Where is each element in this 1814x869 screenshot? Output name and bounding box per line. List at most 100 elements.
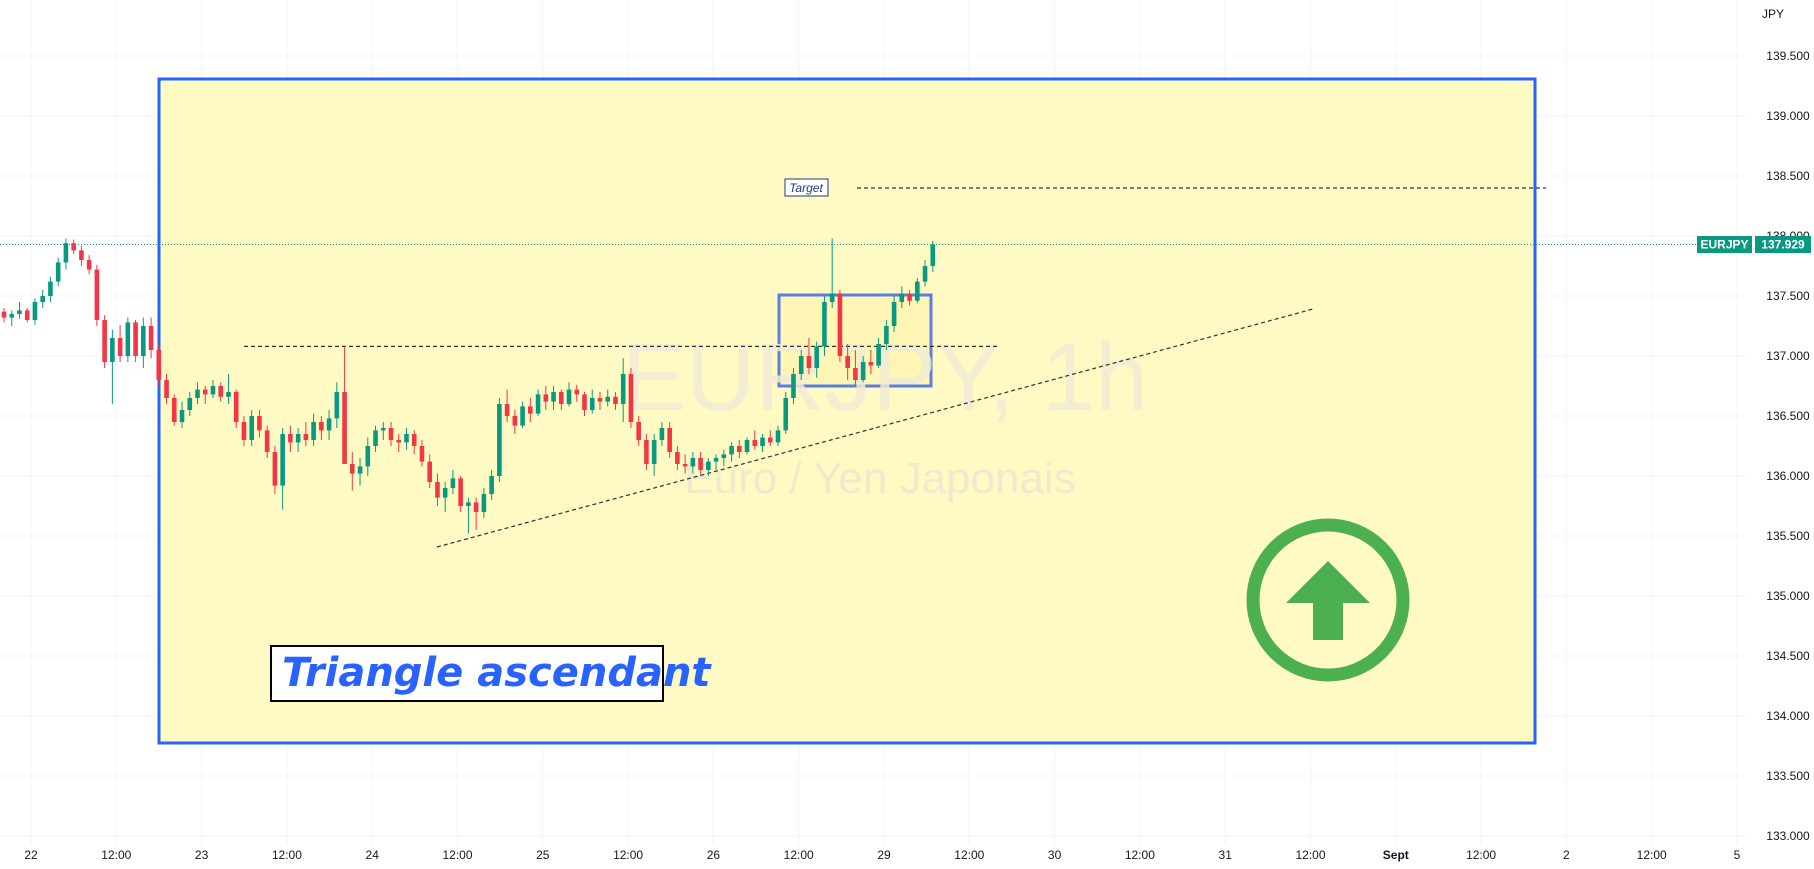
- candle: [450, 470, 456, 494]
- candle: [380, 422, 386, 440]
- candle: [574, 384, 580, 402]
- candle: [767, 430, 773, 446]
- candle: [125, 317, 131, 362]
- price-tick-5: 137.000: [1766, 349, 1810, 363]
- candle: [1, 308, 7, 323]
- candle: [636, 416, 641, 446]
- candle: [628, 368, 634, 428]
- candle: [698, 452, 703, 476]
- candle: [512, 410, 518, 434]
- candle: [102, 315, 107, 368]
- candle: [899, 286, 905, 308]
- candle: [280, 428, 285, 510]
- price-tick-6: 136.500: [1766, 409, 1810, 423]
- candle: [853, 350, 858, 386]
- time-tick-6: 25: [536, 848, 550, 862]
- candle: [86, 255, 92, 275]
- candle: [520, 401, 525, 428]
- candle: [558, 389, 564, 410]
- candle: [566, 382, 572, 407]
- time-tick-0: 22: [24, 848, 38, 862]
- price-tick-10: 134.500: [1766, 649, 1810, 663]
- candle: [218, 382, 224, 402]
- candle: [737, 440, 742, 458]
- candle: [845, 344, 850, 380]
- candle: [164, 374, 169, 404]
- svg-text:EURJPY: EURJPY: [1700, 238, 1748, 252]
- candle: [156, 344, 162, 386]
- candle: [24, 308, 30, 323]
- time-tick-18: 2: [1563, 848, 1570, 862]
- time-tick-9: 12:00: [784, 848, 814, 862]
- candle: [822, 296, 827, 356]
- candle: [117, 324, 123, 362]
- candle: [605, 389, 611, 407]
- time-axis[interactable]: 22 12:00 23 12:00 24 12:00 25 12:00 26 12:00 29 12:…: [24, 848, 1740, 862]
- candle: [264, 425, 270, 458]
- candle: [388, 422, 394, 446]
- candle: [922, 260, 928, 287]
- candle: [365, 437, 371, 476]
- candle: [179, 401, 185, 428]
- candle: [651, 434, 657, 476]
- candle: [411, 430, 417, 455]
- candle: [272, 446, 278, 494]
- candlesticks[interactable]: [1, 238, 936, 534]
- time-tick-17: 12:00: [1466, 848, 1496, 862]
- svg-text:Triangle ascendant: Triangle ascendant: [282, 650, 712, 696]
- support-trendline: [436, 308, 1314, 548]
- candle: [241, 416, 247, 446]
- candle: [675, 446, 680, 470]
- candle: [481, 488, 487, 518]
- time-tick-20: 5: [1734, 848, 1741, 862]
- candle: [760, 434, 765, 452]
- candle: [419, 440, 425, 467]
- candle: [620, 358, 626, 422]
- candle: [79, 245, 84, 266]
- candle: [582, 392, 587, 416]
- candle: [288, 425, 293, 452]
- candle: [876, 338, 881, 368]
- candle: [427, 454, 432, 488]
- last-price-badge: 137.929: [1755, 236, 1811, 254]
- candle: [71, 239, 76, 254]
- price-axis[interactable]: 139.500139.000138.500138.000137.500137.0…: [1766, 49, 1810, 843]
- candle: [613, 392, 618, 410]
- candle: [644, 434, 649, 470]
- candle: [187, 392, 193, 416]
- candle: [551, 386, 556, 410]
- candle: [435, 473, 440, 506]
- candle: [257, 410, 262, 438]
- price-tick-1: 139.000: [1766, 109, 1810, 123]
- candle: [706, 458, 711, 476]
- candle: [141, 317, 146, 368]
- candle: [814, 341, 819, 378]
- trend-lines: [0, 187, 1745, 548]
- candle: [357, 458, 363, 486]
- candle: [504, 389, 510, 422]
- symbol-badge: EURJPY: [1697, 236, 1752, 254]
- candle: [589, 389, 595, 414]
- analysis-zone-box[interactable]: [157, 77, 1537, 745]
- candle: [806, 338, 812, 374]
- candle: [473, 497, 479, 530]
- candle: [133, 320, 138, 362]
- candle: [396, 434, 402, 452]
- candle: [497, 398, 502, 482]
- time-tick-15: 12:00: [1295, 848, 1325, 862]
- candle: [907, 290, 912, 306]
- candle: [659, 422, 665, 446]
- candle: [744, 437, 750, 455]
- time-tick-14: 31: [1219, 848, 1233, 862]
- candle: [326, 410, 332, 440]
- candle: [40, 290, 45, 308]
- candle: [543, 386, 549, 410]
- time-tick-10: 29: [877, 848, 891, 862]
- candle: [791, 368, 796, 404]
- price-tick-7: 136.000: [1766, 469, 1810, 483]
- target-label[interactable]: Target: [784, 178, 829, 197]
- pattern-label[interactable]: Triangle ascendant: [270, 645, 712, 702]
- candle: [667, 422, 672, 458]
- candle: [930, 240, 936, 272]
